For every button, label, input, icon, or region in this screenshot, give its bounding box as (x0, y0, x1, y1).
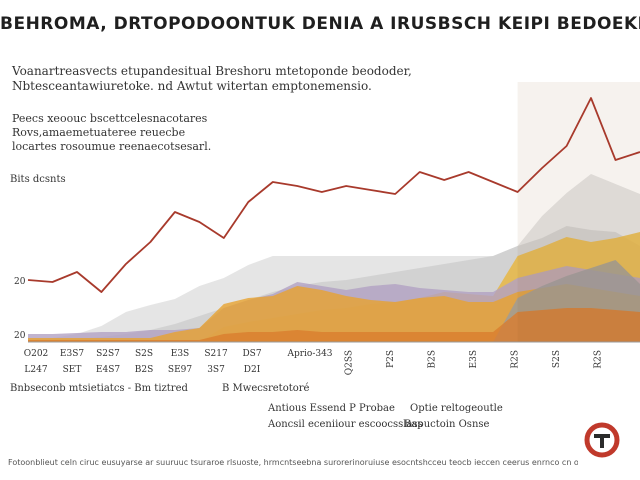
logo-icon (584, 422, 620, 458)
area-series-5 (28, 284, 640, 342)
area-series-7 (28, 308, 640, 342)
legend-item-5: Aoncsil eceniiour escoocsslass (268, 419, 423, 430)
legend-item-1: Bnbseconb mtsietiatcs - Bm tiztred (10, 383, 188, 394)
y-tick-label: 20 (14, 331, 26, 341)
x-tick-label: Q2SS (345, 350, 355, 375)
x-tick-label: E3S (469, 350, 479, 368)
y-tick-label: 20 (14, 277, 26, 287)
legend-item-3: Antious Essend P Probae (268, 403, 395, 414)
line-series-8 (27, 97, 640, 293)
legend-label: Aoncsil eceniiour escoocsslass (268, 419, 423, 430)
forecast-band (517, 82, 640, 342)
x-tick-label: R2S (594, 350, 604, 369)
legend-label: Optie reltogeoutle (410, 403, 503, 414)
x-tick-label: DS7 (242, 349, 261, 359)
x-tick-label: S2S (552, 350, 562, 368)
x-tick-label: S217 (204, 349, 228, 359)
source-note: Fotoonblieut celn ciruc eusuyarse ar suu… (8, 458, 578, 467)
chart-title: BEHROMA, DRTOPODOONTUK DENIA A IRUSBSCH … (0, 14, 640, 34)
legend-label: Bapuctoin Osnse (404, 419, 490, 430)
legend-item-6: Bapuctoin Osnse (404, 419, 489, 430)
x-tick-label: L247 (24, 365, 47, 375)
x-tick-label: S2S (135, 349, 153, 359)
x-tick-label: SET (63, 365, 82, 375)
chart-subtitle: Voanartreasvects etupandesitual Breshoru… (12, 64, 412, 93)
brand-logo (582, 420, 622, 464)
x-tick-label: B2S (428, 350, 438, 369)
x-tick-label: E3S (171, 349, 189, 359)
x-tick-label: B2S (135, 365, 154, 375)
x-tick-label: S2S7 (96, 349, 120, 359)
x-tick-label: P2S (386, 350, 396, 368)
x-tick-label: O202 (24, 349, 49, 359)
x-tick-label: R2S (511, 350, 521, 369)
legend-label: B Mwecsretotoré (222, 383, 310, 394)
x-tick-label: Aprio-343 (286, 349, 332, 359)
legend-label: Antious Essend P Probae (268, 403, 395, 414)
x-tick-label: SE97 (168, 365, 192, 375)
legend-label: Bnbseconb mtsietiatcs - Bm tiztred (10, 383, 188, 394)
x-tick-label: D2I (244, 365, 261, 375)
legend-item-2: B Mwecsretotoré (222, 383, 309, 394)
y-axis-label: Bits dcsnts (10, 174, 66, 185)
chart-note: Peecs xeoouc bscettcelesnacotares Rovs,a… (12, 112, 212, 153)
x-tick-label: E3S7 (60, 349, 84, 359)
legend-item-4: Optie reltogeoutle (410, 403, 503, 414)
x-tick-label: 3S7 (207, 365, 225, 375)
x-tick-label: E4S7 (96, 365, 120, 375)
